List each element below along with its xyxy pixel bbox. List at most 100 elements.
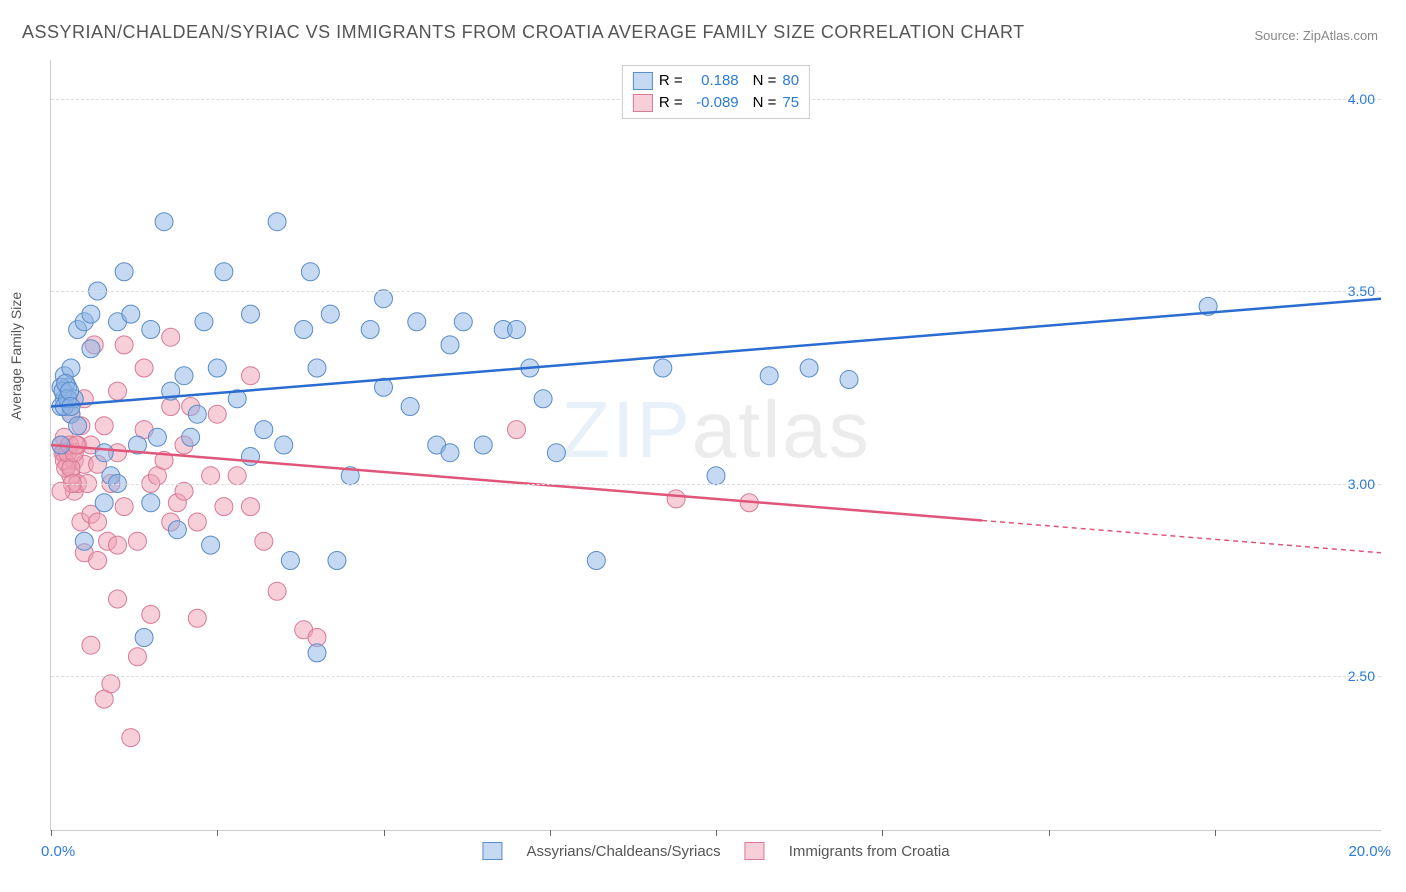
x-tick-mark <box>716 830 717 836</box>
plot-area: ZIPatlas R = 0.188 N = 80 R = -0.089 N =… <box>50 60 1381 831</box>
data-point <box>135 359 153 377</box>
trend-line-extrapolated <box>982 520 1381 552</box>
x-axis-min-label: 0.0% <box>41 843 75 860</box>
gridline <box>51 676 1381 677</box>
gridline <box>51 291 1381 292</box>
y-tick-label: 4.00 <box>1348 91 1375 107</box>
data-point <box>188 513 206 531</box>
data-point <box>82 636 100 654</box>
data-point <box>301 263 319 281</box>
data-point <box>115 498 133 516</box>
x-tick-mark <box>882 830 883 836</box>
data-point <box>162 328 180 346</box>
data-point <box>109 590 127 608</box>
data-point <box>89 513 107 531</box>
data-point <box>281 552 299 570</box>
data-point <box>508 321 526 339</box>
legend-row-2: R = -0.089 N = 75 <box>633 92 799 114</box>
data-point <box>122 729 140 747</box>
data-point <box>228 467 246 485</box>
chart-title: ASSYRIAN/CHALDEAN/SYRIAC VS IMMIGRANTS F… <box>22 22 1025 43</box>
data-point <box>840 371 858 389</box>
data-point <box>208 405 226 423</box>
series-legend: Assyrians/Chaldeans/Syriacs Immigrants f… <box>482 842 949 860</box>
data-point <box>128 648 146 666</box>
data-point <box>109 536 127 554</box>
data-point <box>168 521 186 539</box>
r-value-1: 0.188 <box>689 70 739 92</box>
data-point <box>148 428 166 446</box>
data-point <box>474 436 492 454</box>
series-name-1: Assyrians/Chaldeans/Syriacs <box>526 843 720 860</box>
legend-row-1: R = 0.188 N = 80 <box>633 70 799 92</box>
y-axis-label: Average Family Size <box>8 292 24 420</box>
data-point <box>242 305 260 323</box>
data-point <box>142 321 160 339</box>
y-tick-label: 2.50 <box>1348 668 1375 684</box>
data-point <box>188 609 206 627</box>
data-point <box>667 490 685 508</box>
data-point <box>208 359 226 377</box>
data-point <box>115 263 133 281</box>
data-point <box>800 359 818 377</box>
data-point <box>69 417 87 435</box>
n-value-2: 75 <box>782 92 799 114</box>
data-point <box>82 340 100 358</box>
x-tick-mark <box>1215 830 1216 836</box>
data-point <box>408 313 426 331</box>
data-point <box>255 532 273 550</box>
data-point <box>195 313 213 331</box>
data-point <box>202 536 220 554</box>
data-point <box>242 367 260 385</box>
data-point <box>115 336 133 354</box>
data-point <box>454 313 472 331</box>
data-point <box>295 321 313 339</box>
data-point <box>275 436 293 454</box>
swatch-bottom-1 <box>482 842 502 860</box>
data-point <box>654 359 672 377</box>
x-tick-mark <box>1049 830 1050 836</box>
data-point <box>95 417 113 435</box>
data-point <box>441 336 459 354</box>
x-tick-mark <box>384 830 385 836</box>
data-point <box>175 367 193 385</box>
data-point <box>188 405 206 423</box>
data-point <box>128 532 146 550</box>
n-value-1: 80 <box>782 70 799 92</box>
data-point <box>534 390 552 408</box>
data-point <box>587 552 605 570</box>
data-point <box>135 629 153 647</box>
data-point <box>52 482 70 500</box>
x-axis-max-label: 20.0% <box>1348 843 1391 860</box>
data-point <box>155 213 173 231</box>
data-point <box>760 367 778 385</box>
x-tick-mark <box>51 830 52 836</box>
gridline <box>51 484 1381 485</box>
data-point <box>142 605 160 623</box>
scatter-svg <box>51 60 1381 830</box>
data-point <box>707 467 725 485</box>
data-point <box>508 421 526 439</box>
series-name-2: Immigrants from Croatia <box>789 843 950 860</box>
data-point <box>202 467 220 485</box>
x-tick-mark <box>550 830 551 836</box>
data-point <box>215 498 233 516</box>
data-point <box>401 398 419 416</box>
y-tick-label: 3.00 <box>1348 476 1375 492</box>
data-point <box>361 321 379 339</box>
data-point <box>215 263 233 281</box>
data-point <box>441 444 459 462</box>
data-point <box>175 482 193 500</box>
source-label: Source: ZipAtlas.com <box>1254 28 1378 43</box>
data-point <box>268 582 286 600</box>
data-point <box>182 428 200 446</box>
data-point <box>95 444 113 462</box>
data-point <box>321 305 339 323</box>
data-point <box>328 552 346 570</box>
data-point <box>375 290 393 308</box>
data-point <box>308 359 326 377</box>
x-tick-mark <box>217 830 218 836</box>
data-point <box>308 644 326 662</box>
data-point <box>102 675 120 693</box>
data-point <box>242 498 260 516</box>
